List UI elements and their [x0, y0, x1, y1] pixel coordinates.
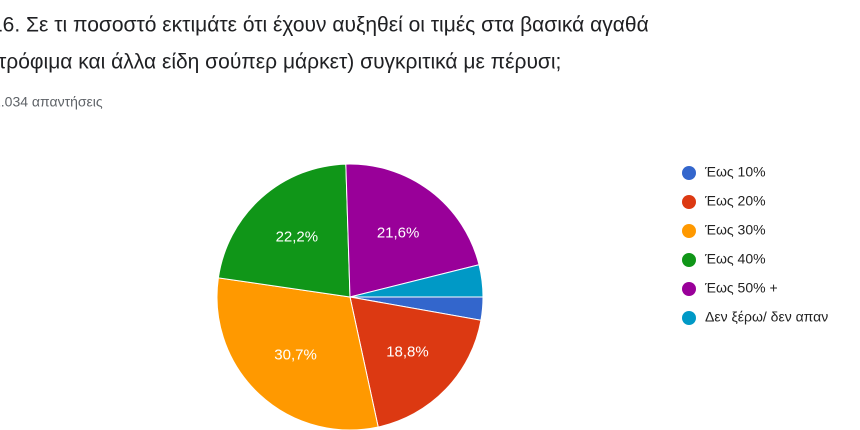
legend-label: Έως 10%	[704, 164, 766, 180]
legend-swatch	[682, 311, 696, 325]
slice-label: 30,7%	[274, 346, 317, 363]
legend-label: Έως 30%	[704, 222, 766, 238]
response-count: 1.034 απαντήσεις	[0, 94, 103, 110]
legend-swatch	[682, 253, 696, 267]
legend-label: Έως 50% +	[704, 280, 778, 296]
legend-swatch	[682, 166, 696, 180]
slice-label: 22,2%	[276, 228, 319, 245]
chart-title-line: (τρόφιμα και άλλα είδη σούπερ μάρκετ) συ…	[0, 51, 561, 74]
legend-swatch	[682, 282, 696, 296]
pie-slice	[217, 163, 351, 298]
legend-label: Έως 20%	[704, 193, 766, 209]
pie-slice	[345, 163, 480, 298]
legend-label: Έως 40%	[704, 251, 766, 267]
legend-label: Δεν ξέρω/ δεν απαν	[705, 309, 828, 325]
pie-slice	[349, 264, 484, 298]
chart-title-line: 16. Σε τι ποσοστό εκτιμάτε ότι έχουν αυξ…	[0, 14, 649, 37]
legend-swatch	[682, 224, 696, 238]
pie-slice	[349, 296, 482, 428]
slice-label: 18,8%	[386, 343, 429, 360]
slice-label: 21,6%	[377, 224, 420, 241]
legend-swatch	[682, 195, 696, 209]
